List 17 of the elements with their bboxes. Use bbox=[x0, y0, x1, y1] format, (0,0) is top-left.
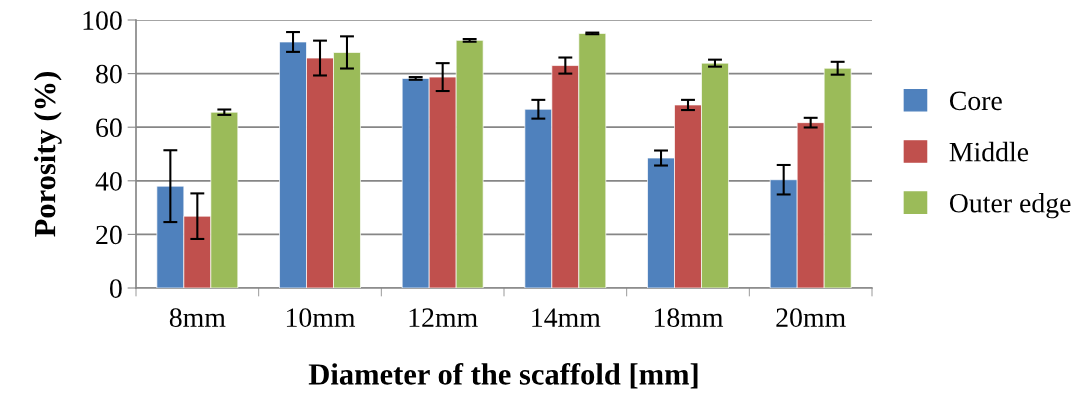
x-tick-label: 12mm bbox=[409, 308, 478, 327]
y-tick-label: 80 bbox=[96, 64, 122, 84]
legend-label: Middle bbox=[949, 141, 1029, 162]
y-tick-label: 40 bbox=[95, 171, 122, 191]
x-tick-label: 20mm bbox=[776, 308, 846, 327]
y-tick-label: 60 bbox=[96, 118, 122, 138]
x-tick-label: 10mm bbox=[286, 308, 356, 327]
y-tick-label: 20 bbox=[96, 225, 122, 245]
y-tick-label: 100 bbox=[83, 11, 122, 30]
x-axis-title: Diameter of the scaffold [mm] bbox=[308, 362, 698, 389]
legend-label: Core bbox=[949, 91, 1002, 111]
legend-label: Outer edge bbox=[949, 193, 1071, 219]
y-axis-title: Porosity (%) bbox=[33, 72, 62, 237]
x-tick-label: 8mm bbox=[169, 308, 226, 327]
x-tick-label: 14mm bbox=[532, 308, 601, 327]
y-tick-label: 0 bbox=[109, 279, 122, 298]
x-tick-label: 18mm bbox=[654, 308, 724, 327]
